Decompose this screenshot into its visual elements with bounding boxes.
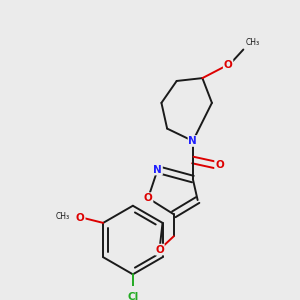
Text: CH₃: CH₃ (245, 38, 260, 47)
Text: N: N (188, 136, 197, 146)
Text: Cl: Cl (127, 292, 139, 300)
Text: O: O (215, 160, 224, 170)
Text: N: N (153, 165, 162, 175)
Text: O: O (76, 213, 85, 223)
Text: O: O (224, 60, 233, 70)
Text: O: O (144, 193, 152, 203)
Text: O: O (155, 244, 164, 255)
Text: CH₃: CH₃ (56, 212, 70, 221)
